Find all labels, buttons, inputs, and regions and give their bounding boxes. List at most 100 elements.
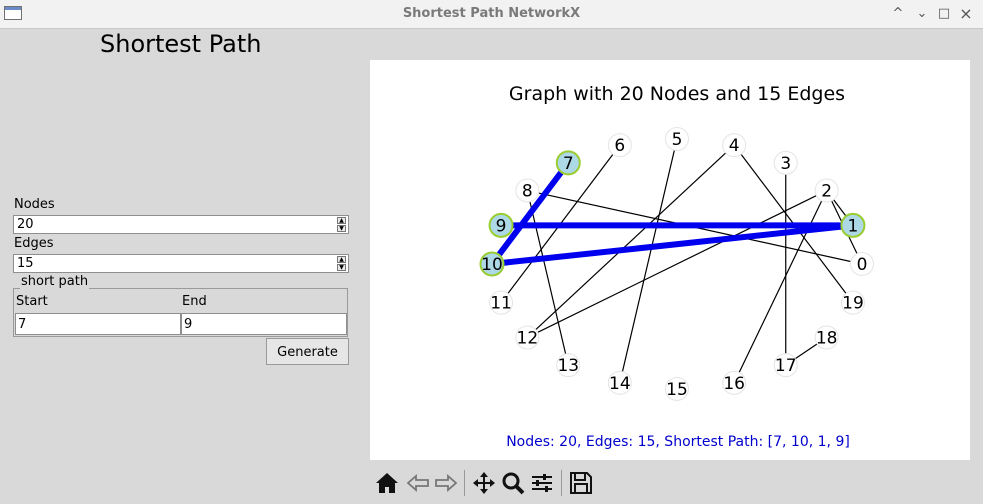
- back-icon[interactable]: [404, 469, 432, 497]
- shortest-path-edge: [489, 222, 856, 267]
- edges-increment-button[interactable]: ▲: [337, 256, 346, 263]
- node-label: 15: [666, 380, 688, 400]
- node-label: 11: [490, 294, 512, 314]
- node-circle: [479, 251, 505, 277]
- graph-node: 19: [840, 290, 865, 315]
- graph-title: Graph with 20 Nodes and 15 Edges: [509, 83, 845, 105]
- node-label: 18: [816, 328, 838, 348]
- graph-node: 2: [814, 178, 839, 203]
- node-circle: [722, 133, 747, 158]
- maximize-button[interactable]: □: [937, 6, 951, 21]
- path-node: 7: [555, 150, 581, 176]
- end-input[interactable]: 9: [181, 313, 347, 335]
- node-circle: [665, 127, 689, 151]
- node-circle: [722, 370, 747, 395]
- window-menu-icon[interactable]: [4, 6, 22, 20]
- graph-node: 14: [607, 370, 632, 395]
- node-label: 2: [821, 182, 832, 202]
- graph-node: 15: [665, 377, 689, 401]
- graph-figure: Graph with 20 Nodes and 15 Edges 0 12 3 4 5 6…: [479, 83, 874, 450]
- graph-edge: [526, 190, 569, 366]
- node-circle: [814, 325, 839, 350]
- node-label: 14: [609, 374, 631, 394]
- node-circle: [607, 133, 632, 158]
- node-circle: [840, 212, 866, 238]
- graph-node: 3: [773, 150, 798, 175]
- generate-button[interactable]: Generate: [266, 338, 349, 365]
- shortest-path-edge: [489, 159, 572, 267]
- node-circle: [489, 290, 514, 315]
- end-label: End: [182, 294, 207, 309]
- node-label: 16: [723, 374, 745, 394]
- node-circle: [814, 178, 839, 203]
- graph-node: 13: [556, 353, 581, 378]
- graph-node: 17: [773, 353, 798, 378]
- toolbar-separator: [561, 470, 562, 496]
- shade-button[interactable]: ^: [892, 6, 904, 21]
- graph-node: 6: [607, 133, 632, 158]
- node-label: 1: [848, 216, 859, 236]
- node-label: 0: [857, 255, 868, 275]
- graph-edge: [526, 144, 735, 338]
- nodes-value: 20: [17, 217, 34, 232]
- start-label: Start: [16, 294, 48, 309]
- node-label: 19: [842, 294, 864, 314]
- zoom-icon[interactable]: [499, 469, 527, 497]
- close-button[interactable]: ×: [959, 4, 973, 23]
- path-node: 1: [840, 212, 866, 238]
- minimize-button[interactable]: ⌄: [916, 6, 928, 21]
- graph-node: 5: [665, 127, 689, 151]
- edges-value: 15: [17, 256, 34, 271]
- toolbar-separator: [464, 470, 465, 496]
- short-path-group: [13, 288, 348, 337]
- nodes-spinbox[interactable]: 20 ▲ ▼: [13, 215, 349, 234]
- node-label: 10: [481, 255, 503, 275]
- node-circle: [607, 370, 632, 395]
- edges-spinbox[interactable]: 15 ▲ ▼: [13, 254, 349, 273]
- graph-node: 18: [814, 325, 839, 350]
- graph-node: 0: [850, 252, 874, 276]
- node-label: 8: [522, 182, 533, 202]
- home-icon[interactable]: [373, 469, 401, 497]
- edges-label: Edges: [14, 236, 54, 251]
- pan-icon[interactable]: [470, 469, 498, 497]
- graph-node: 16: [722, 370, 747, 395]
- configure-icon[interactable]: [528, 469, 556, 497]
- graph-edge: [619, 138, 678, 384]
- node-circle: [488, 212, 514, 238]
- page-title: Shortest Path: [100, 30, 262, 58]
- node-label: 4: [729, 136, 740, 156]
- node-label: 9: [496, 216, 507, 236]
- node-circle: [850, 252, 874, 276]
- node-label: 3: [780, 154, 791, 174]
- node-label: 6: [614, 136, 625, 156]
- node-circle: [515, 178, 540, 203]
- nodes-decrement-button[interactable]: ▼: [337, 225, 346, 232]
- node-circle: [773, 150, 798, 175]
- graph-node: 4: [722, 133, 747, 158]
- node-circle: [840, 290, 865, 315]
- node-circle: [515, 325, 540, 350]
- graph-edge: [527, 189, 827, 339]
- graph-node: 8: [515, 178, 540, 203]
- window-title: Shortest Path NetworkX: [402, 6, 581, 21]
- forward-icon[interactable]: [432, 469, 460, 497]
- start-input[interactable]: 7: [15, 313, 181, 335]
- node-circle: [556, 353, 581, 378]
- path-node: 10: [479, 251, 505, 277]
- graph-node: 11: [489, 290, 514, 315]
- node-label: 13: [557, 356, 579, 376]
- title-bar: Shortest Path NetworkX ^ ⌄ □ ×: [0, 0, 983, 29]
- save-icon[interactable]: [567, 469, 595, 497]
- nodes-label: Nodes: [14, 197, 55, 212]
- graph-edge: [733, 190, 828, 384]
- node-label: 5: [672, 130, 683, 150]
- edges-decrement-button[interactable]: ▼: [337, 264, 346, 271]
- graph-footer: Nodes: 20, Edges: 15, Shortest Path: [7,…: [506, 434, 850, 450]
- node-circle: [773, 353, 798, 378]
- short-path-group-title: short path: [20, 274, 90, 289]
- node-circle: [555, 150, 581, 176]
- path-node: 9: [488, 212, 514, 238]
- nodes-increment-button[interactable]: ▲: [337, 217, 346, 224]
